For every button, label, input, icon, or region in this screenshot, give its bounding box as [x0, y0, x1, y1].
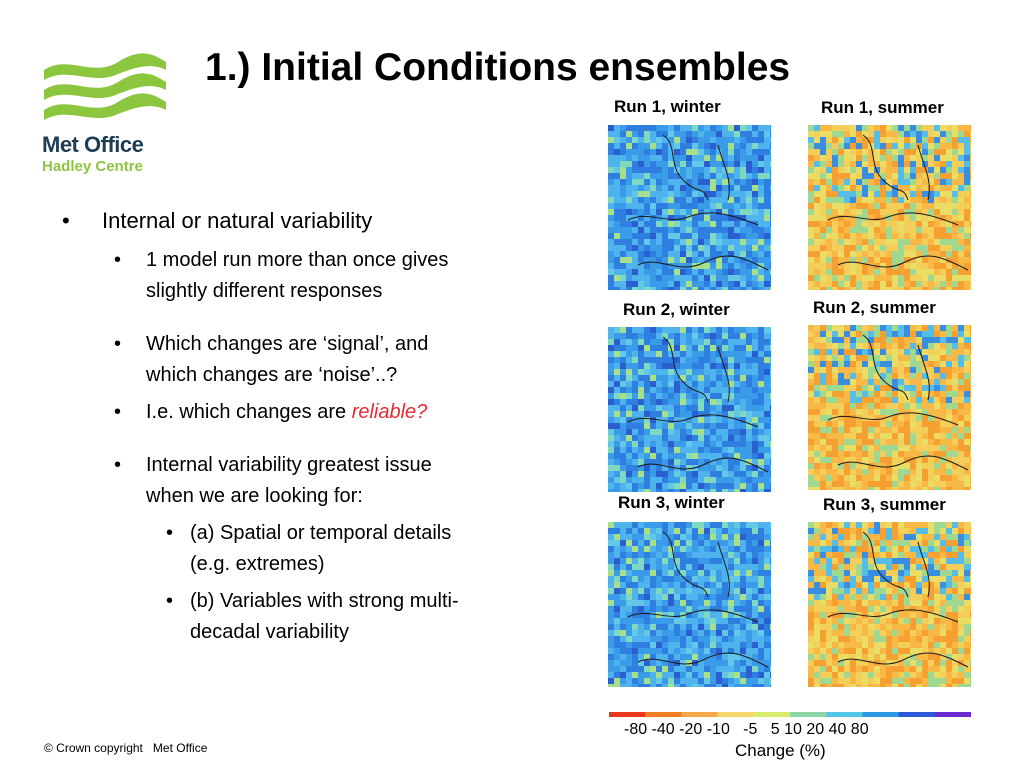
bullet-level2: • Internal variability greatest issue whe…: [62, 450, 466, 512]
slide-title: 1.) Initial Conditions ensembles: [205, 46, 791, 89]
bullet-level3: • (a) Spatial or temporal details (e.g. e…: [62, 518, 480, 580]
bullet-dot-icon: •: [114, 333, 122, 355]
footer-org: Met Office: [152, 741, 208, 755]
colorbar-segment: [681, 712, 719, 717]
bullet-text: Internal or natural variability: [102, 208, 373, 233]
map-run2-summer: [808, 325, 971, 490]
map-run1-winter: [608, 125, 771, 290]
colorbar-segment: [717, 712, 755, 717]
map-run3-winter: [608, 522, 771, 687]
bullet-level3: • (b) Variables with strong multi-decadal…: [62, 586, 480, 648]
colorbar-segment: [790, 712, 827, 717]
map-run1-summer: [808, 125, 971, 290]
map-label-run3-winter: Run 3, winter: [618, 493, 725, 512]
met-office-logo: Met Office Hadley Centre: [38, 48, 173, 188]
colorbar-segment: [826, 712, 863, 717]
map-label-run2-winter: Run 2, winter: [623, 300, 730, 319]
emphasis-text: reliable?: [351, 401, 428, 423]
bullet-dot-icon: •: [114, 401, 122, 423]
footer: © Crown copyright Met Office: [44, 741, 207, 755]
footer-copyright: © Crown copyright: [44, 741, 143, 755]
bullet-text: Internal variability greatest issue when…: [146, 454, 432, 507]
bullet-dot-icon: •: [166, 590, 174, 612]
bullet-text: (b) Variables with strong multi-decadal …: [190, 590, 459, 643]
colorbar-label: Change (%): [735, 741, 826, 760]
bullet-level2: • I.e. which changes are reliable?: [62, 397, 466, 428]
colorbar-segment: [753, 712, 791, 717]
bullet-dot-icon: •: [62, 208, 70, 233]
bullet-level2: • Which changes are ‘signal’, and which c…: [62, 329, 466, 391]
wave-logo-icon: [44, 53, 166, 120]
bullet-dot-icon: •: [114, 249, 122, 271]
map-label-run1-summer: Run 1, summer: [821, 98, 944, 117]
colorbar-segment: [934, 712, 971, 717]
bullet-text: Which changes are ‘signal’, and which ch…: [146, 333, 429, 386]
colorbar-segment: [898, 712, 936, 717]
colorbar-segment: [645, 712, 682, 717]
colorbar-segment: [609, 712, 646, 717]
bullet-text: 1 model run more than once gives slightl…: [146, 249, 449, 302]
bullet-level1: • Internal or natural variability: [62, 207, 562, 235]
map-run3-summer: [808, 522, 971, 687]
bullet-list: • Internal or natural variability • 1 mode…: [62, 207, 562, 648]
bullet-text: (a) Spatial or temporal details (e.g. ex…: [190, 522, 452, 575]
map-label-run1-winter: Run 1, winter: [614, 97, 721, 116]
bullet-level2: • 1 model run more than once gives slight…: [62, 245, 466, 307]
brand-subname: Hadley Centre: [42, 158, 143, 175]
colorbar-segment: [862, 712, 900, 717]
bullet-dot-icon: •: [166, 522, 174, 544]
bullet-dot-icon: •: [114, 454, 122, 476]
map-label-run3-summer: Run 3, summer: [823, 495, 946, 514]
brand-name: Met Office: [42, 132, 144, 157]
bullet-text: I.e. which changes are: [146, 401, 352, 423]
colorbar: [609, 712, 971, 717]
map-run2-winter: [608, 327, 771, 492]
map-label-run2-summer: Run 2, summer: [813, 298, 936, 317]
colorbar-ticks: -80 -40 -20 -10 -5 5 10 20 40 80: [624, 721, 869, 738]
